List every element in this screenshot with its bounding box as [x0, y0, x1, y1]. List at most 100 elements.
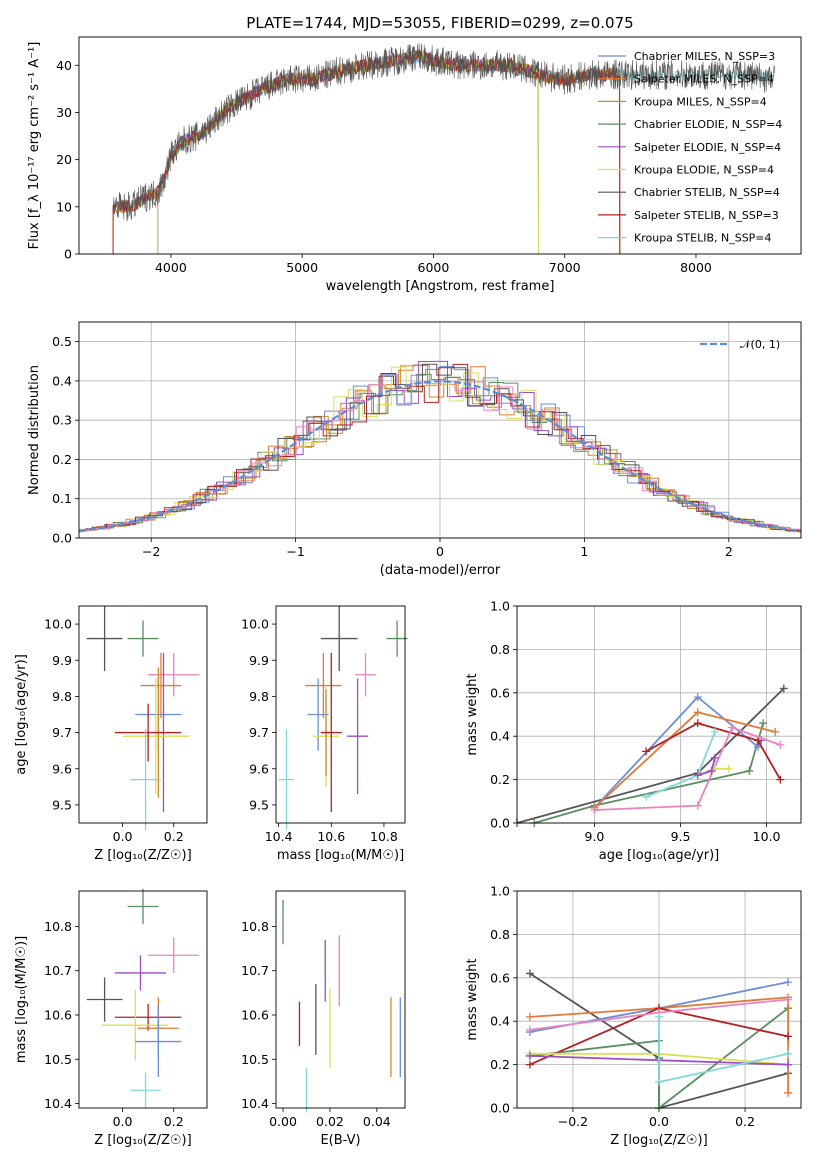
- axes-weight-vs-Z: −0.2 0.0 0.2 0.0 0.2 0.4 0.6 0.8 1.0 Z [log₁₀(Z/Z…: [465, 884, 802, 1148]
- x-axis-label: wavelength [Angstrom, rest frame]: [326, 279, 555, 294]
- plus-marker: [710, 727, 719, 736]
- plus-marker: [693, 801, 702, 810]
- legend-entry: Salpeter STELIB, N_SSP=3: [634, 209, 779, 222]
- y-axis-label: mass weight: [465, 958, 480, 1040]
- y-tick-label: 9.5: [52, 797, 72, 812]
- x-tick-label: 4000: [155, 260, 187, 275]
- legend-entry: Chabrier ELODIE, N_SSP=4: [634, 118, 782, 131]
- axes-frame: [78, 605, 208, 824]
- figure-title: PLATE=1744, MJD=53055, FIBERID=0299, z=0…: [246, 14, 633, 32]
- histogram-chabrier-stelib: [79, 363, 801, 532]
- axes-frame: [516, 605, 802, 824]
- data-point-salpeter-stelib: [114, 703, 182, 762]
- plus-marker: [759, 719, 768, 728]
- axes-mass-vs-Z: 0.0 0.2 10.4 10.5 10.6 10.7 10.8 Z [log₁₀(Z/Z☉)…: [14, 888, 208, 1148]
- series-line-chabrier-miles: [593, 695, 763, 809]
- y-tick-label: 10.5: [44, 1052, 72, 1067]
- data-point-kroupa-stelib: [130, 728, 161, 831]
- plus-marker: [724, 764, 733, 773]
- data-point-chabrier-elodie: [127, 888, 159, 925]
- x-tick-label: 7000: [549, 260, 581, 275]
- x-tick-label: −1: [286, 544, 304, 559]
- data-point-salpeter-stelib: [114, 1003, 182, 1031]
- x-axis-label: age [log₁₀(age/yr)]: [599, 848, 720, 863]
- axes-frame: [516, 890, 802, 1109]
- y-tick-label: 0.2: [490, 772, 510, 787]
- y-tick-label: 9.8: [249, 689, 269, 704]
- y-tick-label: 0.4: [490, 729, 510, 744]
- y-tick-label: 0.4: [490, 1014, 510, 1029]
- legend-entry: Salpeter MILES, N_SSP=4: [634, 73, 774, 86]
- axes-residuals: −2 −1 0 1 2 0.0 0.1 0.2 0.3 0.4 0.5 (data-model)/er…: [27, 321, 802, 578]
- plus-marker: [655, 1077, 663, 1086]
- y-tick-label: 10: [56, 199, 72, 214]
- y-tick-label: 9.9: [249, 653, 269, 668]
- y-tick-label: 0.3: [52, 413, 72, 428]
- y-axis-label: mass weight: [465, 673, 480, 755]
- legend-entry: Kroupa ELODIE, N_SSP=4: [634, 164, 774, 177]
- legend-entry: 𝒩(0, 1): [740, 338, 780, 351]
- axes-age-vs-Z: 0.0 0.2 9.5 9.6 9.7 9.8 9.9 10.0 Z [log₁₀(Z/Z☉)]…: [14, 605, 208, 863]
- plus-marker: [753, 736, 762, 745]
- y-tick-label: 9.6: [249, 761, 269, 776]
- y-tick-label: 30: [56, 105, 72, 120]
- y-tick-label: 0.1: [52, 491, 72, 506]
- plus-marker: [525, 1060, 534, 1069]
- legend-entry: Chabrier STELIB, N_SSP=4: [634, 186, 780, 199]
- x-tick-label: 0.2: [735, 1114, 755, 1129]
- x-tick-label: 0.04: [363, 1114, 391, 1129]
- data-point-chabrier-miles: [135, 1006, 182, 1077]
- data-point-chabrier-elodie: [127, 620, 159, 657]
- y-tick-label: 9.9: [52, 653, 72, 668]
- plus-marker: [728, 723, 737, 732]
- series-line-pink: [594, 726, 781, 811]
- plus-marker: [710, 753, 719, 762]
- x-tick-label: 9.5: [671, 829, 691, 844]
- plus-marker: [525, 1012, 534, 1021]
- plus-marker: [655, 1012, 663, 1021]
- x-axis-label: (data-model)/error: [380, 563, 501, 578]
- axes-frame: [78, 890, 208, 1109]
- axes-weight-vs-age: 9.0 9.5 10.0 0.0 0.2 0.4 0.6 0.8 1.0 age [log₁₀(a…: [465, 599, 802, 863]
- plus-marker: [784, 995, 793, 1004]
- plus-marker: [525, 1025, 534, 1034]
- data-point-kroupa-stelib: [130, 1072, 161, 1108]
- y-tick-label: 10.6: [241, 1008, 269, 1023]
- legend-entry: Kroupa STELIB, N_SSP=4: [634, 232, 772, 245]
- y-axis-label: mass [log₁₀(M/M☉)]: [14, 936, 29, 1063]
- x-tick-label: 2: [725, 544, 733, 559]
- x-tick-label: 0.0: [113, 829, 133, 844]
- data-point-salpeter-stelib: [320, 653, 342, 813]
- y-tick-label: 20: [56, 152, 72, 167]
- plus-marker: [776, 775, 785, 784]
- y-tick-label: 0.8: [490, 927, 510, 942]
- y-tick-label: 10.4: [44, 1096, 72, 1111]
- x-axis-label: Z [log₁₀(Z/Z☉)]: [94, 1133, 191, 1148]
- axes-frame: [78, 321, 802, 539]
- y-tick-label: 0.0: [490, 816, 510, 831]
- plus-marker: [745, 766, 754, 775]
- plus-marker: [642, 792, 651, 801]
- plus-marker: [693, 771, 702, 780]
- y-tick-label: 10.0: [241, 617, 269, 632]
- gaussian-reference-line: [78, 380, 802, 533]
- y-tick-label: 1.0: [490, 884, 510, 899]
- x-tick-label: 10.4: [265, 829, 293, 844]
- x-tick-label: 6000: [418, 260, 450, 275]
- y-tick-label: 0.8: [490, 642, 510, 657]
- spectrum-line-chabrier-elodie: [157, 49, 539, 254]
- data-point-chabrier-stelib: [320, 606, 358, 672]
- data-point-salpeter-miles: [140, 653, 182, 719]
- spectrum-line-chabrier-stelib: [112, 42, 775, 221]
- axes-spectrum: 4000 5000 6000 7000 8000 0 10 20 30 40 wavelength …: [27, 36, 802, 294]
- data-point-salpeter-elodie: [347, 678, 369, 795]
- data-point-chabrier-stelib: [86, 977, 123, 1022]
- y-tick-label: 0.0: [52, 531, 72, 546]
- data-point-chabrier-miles: [307, 678, 329, 751]
- y-tick-label: 0: [64, 247, 72, 262]
- data-point-kroupa-elodie: [122, 678, 190, 795]
- plus-marker: [693, 719, 702, 728]
- x-tick-label: 8000: [680, 260, 712, 275]
- histogram-pink: [79, 374, 801, 532]
- plus-marker: [784, 1088, 793, 1097]
